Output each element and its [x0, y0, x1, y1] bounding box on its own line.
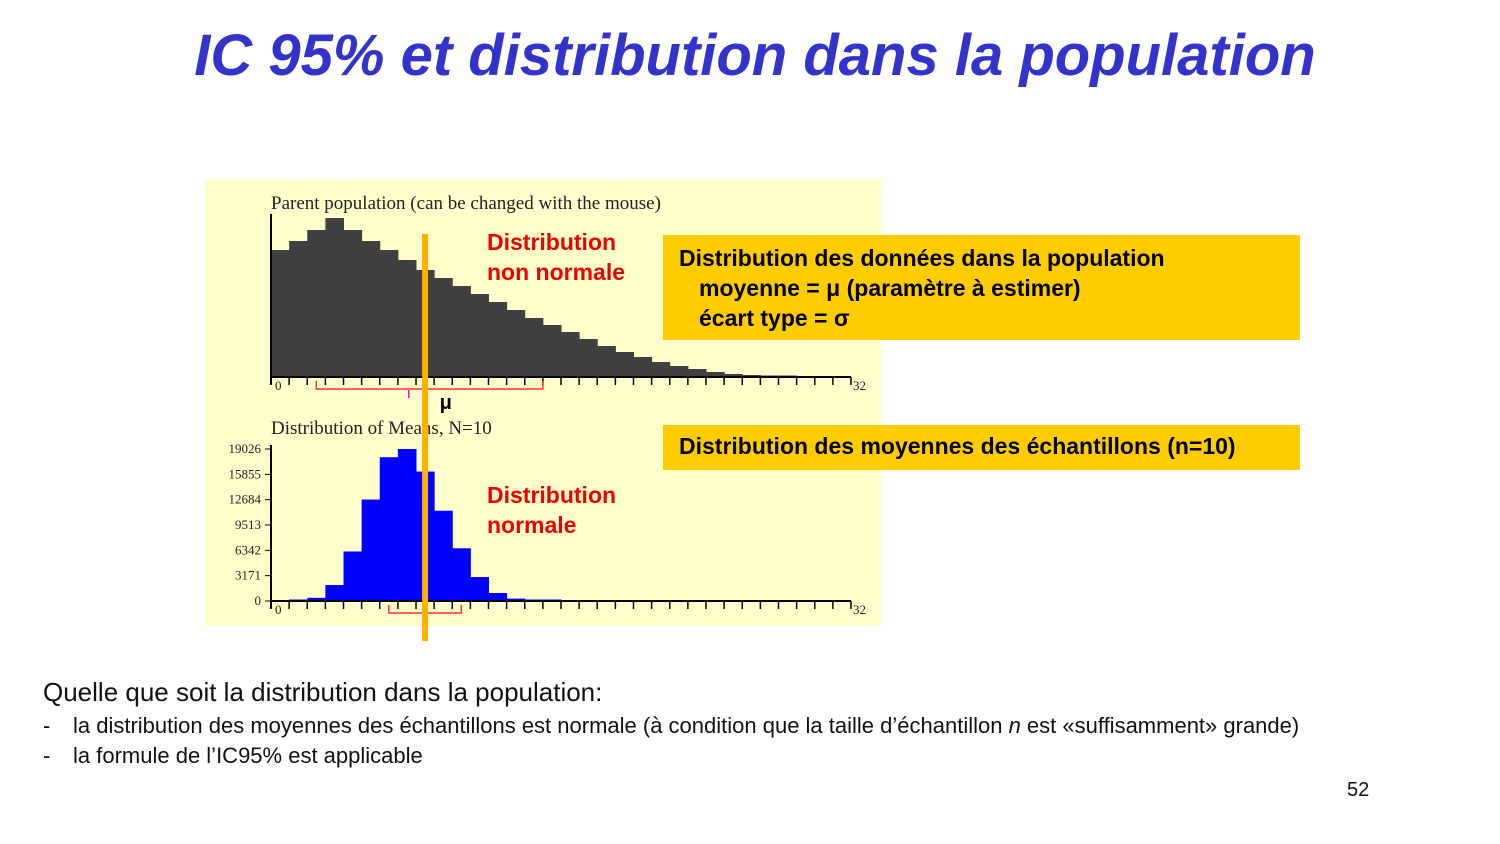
histogram-bar [379, 457, 399, 601]
y-tick-label: 12684 [229, 492, 262, 507]
box-line: écart type = σ [699, 305, 850, 331]
histogram-bar [470, 294, 489, 377]
histogram-bar [343, 230, 363, 377]
histogram-bar [542, 325, 562, 377]
bullet-1: - la distribution des moyennes des échant… [43, 713, 1299, 739]
histogram-bar [597, 346, 616, 377]
histogram-bar [452, 286, 471, 377]
chart-title: Parent population (can be changed with t… [271, 193, 661, 214]
ci-bracket [315, 381, 544, 390]
histogram-bar [706, 372, 725, 377]
histogram-bar [524, 318, 544, 377]
x-tick-label: 0 [275, 378, 282, 393]
histogram-bar [343, 551, 363, 601]
histogram-bar [452, 548, 471, 601]
x-tick-label: 32 [853, 378, 866, 393]
bullet-2: - la formule de l’IC95% est applicable [43, 743, 423, 769]
histogram-bar [361, 241, 381, 377]
y-tick-label: 6342 [235, 542, 261, 557]
histogram-bar [506, 310, 526, 377]
histogram-bar [470, 577, 489, 601]
histogram-bar [325, 585, 344, 601]
histogram-bar [579, 339, 598, 377]
chart-title: Distribution of Means, N=10 [271, 418, 492, 439]
means-box: Distribution des moyennes des échantillo… [663, 425, 1300, 470]
label-line: normale [487, 512, 577, 538]
y-tick-label: 9513 [235, 517, 261, 532]
histogram-bar [271, 250, 290, 377]
histogram-bar [488, 593, 508, 601]
histogram-bar [434, 510, 453, 601]
bullet-text: la formule de l’IC95% est applicable [73, 743, 423, 768]
histogram-bar [651, 362, 671, 377]
y-tick-label: 0 [255, 593, 262, 608]
box-line: Distribution des données dans la populat… [679, 245, 1165, 271]
bullet-text: est «suffisamment» grande) [1020, 713, 1300, 738]
y-tick-label: 19026 [229, 441, 262, 456]
box-line: moyenne = μ (paramètre à estimer) [699, 275, 1081, 301]
label-line: non normale [487, 259, 626, 285]
histogram-bar [615, 352, 634, 377]
histogram-bar [633, 357, 653, 377]
histogram-bar [379, 250, 399, 377]
label-line: Distribution [487, 229, 617, 255]
histogram-bar [506, 598, 526, 601]
histogram-bar [561, 332, 580, 377]
x-tick-label: 32 [853, 602, 866, 617]
label-line: Distribution [487, 482, 617, 508]
mu-label: μ [440, 392, 452, 414]
y-tick-label: 15855 [229, 466, 262, 481]
histogram-bar [361, 499, 381, 601]
histogram-bar [307, 230, 326, 377]
histogram-bar [289, 241, 308, 377]
bullet-text: la distribution des moyennes des échanti… [73, 713, 1009, 738]
histogram-bar [724, 374, 743, 377]
histogram-bar [687, 369, 707, 377]
histogram-bar [669, 366, 689, 377]
bullet-dash: - [43, 743, 51, 768]
histogram-charts: Parent population (can be changed with t… [229, 193, 866, 641]
page-number: 52 [1347, 779, 1370, 801]
y-tick-label: 3171 [235, 568, 261, 583]
population-box: Distribution des données dans la populat… [663, 235, 1300, 340]
histogram-bar [325, 218, 344, 377]
bullet-dash: - [43, 713, 51, 738]
histogram-bar [307, 597, 326, 601]
conclusion-text: Quelle que soit la distribution dans la … [43, 677, 603, 707]
histogram-bar [434, 278, 453, 377]
label-non-normal: Distribution non normale [487, 227, 625, 287]
x-tick-label: 0 [275, 602, 282, 617]
label-normal: Distribution normale [487, 480, 616, 540]
histogram-bar [397, 449, 417, 601]
bullet-italic: n [1008, 713, 1021, 738]
histogram-bar [397, 260, 417, 377]
slide-title: IC 95% et distribution dans la populatio… [194, 23, 1316, 88]
histogram-bar [488, 302, 508, 377]
